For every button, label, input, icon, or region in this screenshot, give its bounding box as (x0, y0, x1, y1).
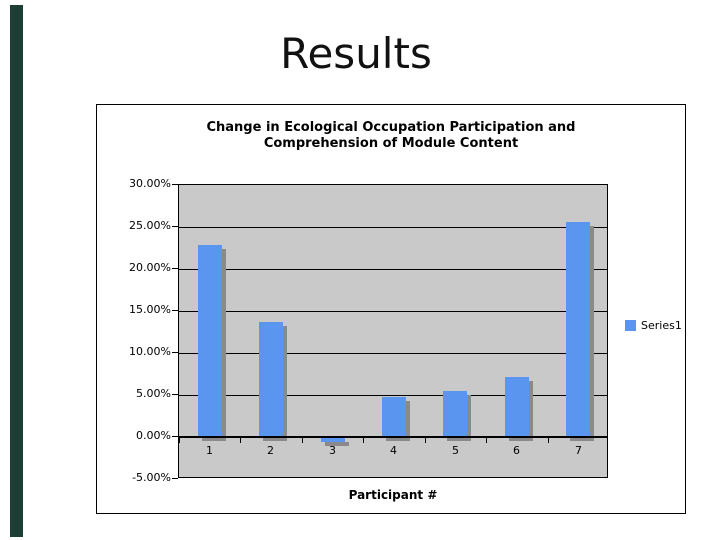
x-tick-mark (363, 437, 364, 443)
slide-title: Results (280, 29, 432, 78)
bar-participant-5 (443, 391, 467, 437)
y-tick-mark (172, 310, 178, 311)
y-tick-label: 5.00% (136, 387, 171, 400)
y-tick-label: 30.00% (129, 177, 171, 190)
x-axis-title: Participant # (348, 488, 438, 502)
x-tick-mark (548, 437, 549, 443)
x-tick-label: 7 (575, 444, 582, 457)
x-tick-label: 4 (390, 444, 397, 457)
y-tick-mark (172, 268, 178, 269)
x-tick-label: 1 (206, 444, 213, 457)
y-tick-mark (172, 436, 178, 437)
x-tick-mark (607, 437, 608, 443)
y-tick-label: 0.00% (136, 429, 171, 442)
y-tick-label: 15.00% (129, 303, 171, 316)
bar-participant-1 (198, 245, 222, 437)
plot-area: 1 2 3 4 5 6 7 (178, 184, 608, 478)
bar-participant-2 (259, 322, 283, 437)
x-tick-label: 6 (513, 444, 520, 457)
x-tick-label: 2 (267, 444, 274, 457)
y-tick-label: 10.00% (129, 345, 171, 358)
y-tick-mark (172, 226, 178, 227)
category-axis-line (179, 436, 607, 438)
bar-shadow (325, 442, 349, 446)
legend-label: Series1 (641, 319, 682, 332)
x-tick-mark (486, 437, 487, 443)
left-accent-bar (10, 5, 23, 537)
x-tick-label: 5 (452, 444, 459, 457)
y-tick-mark (172, 184, 178, 185)
y-tick-label: 25.00% (129, 219, 171, 232)
legend: Series1 (625, 319, 682, 332)
bar-participant-6 (505, 377, 529, 437)
gridline (179, 353, 607, 354)
x-tick-mark (425, 437, 426, 443)
chart-frame: Change in Ecological Occupation Particip… (96, 104, 686, 514)
gridline (179, 227, 607, 228)
gridline (179, 311, 607, 312)
bar-participant-3 (321, 438, 345, 442)
bar-participant-7 (566, 222, 590, 437)
y-tick-mark (172, 352, 178, 353)
chart-title: Change in Ecological Occupation Particip… (97, 120, 685, 152)
chart-title-line2: Comprehension of Module Content (263, 136, 519, 151)
y-tick-mark (172, 394, 178, 395)
x-tick-mark (302, 437, 303, 443)
gridline (179, 395, 607, 396)
chart-title-line1: Change in Ecological Occupation Particip… (206, 120, 576, 135)
legend-swatch-icon (625, 320, 636, 331)
y-tick-label: 20.00% (129, 261, 171, 274)
gridline (179, 269, 607, 270)
x-tick-mark (240, 437, 241, 443)
x-tick-mark (179, 437, 180, 443)
bar-participant-4 (382, 397, 406, 437)
y-tick-label: -5.00% (132, 471, 171, 484)
x-tick-label: 3 (329, 444, 336, 457)
y-tick-mark (172, 478, 178, 479)
